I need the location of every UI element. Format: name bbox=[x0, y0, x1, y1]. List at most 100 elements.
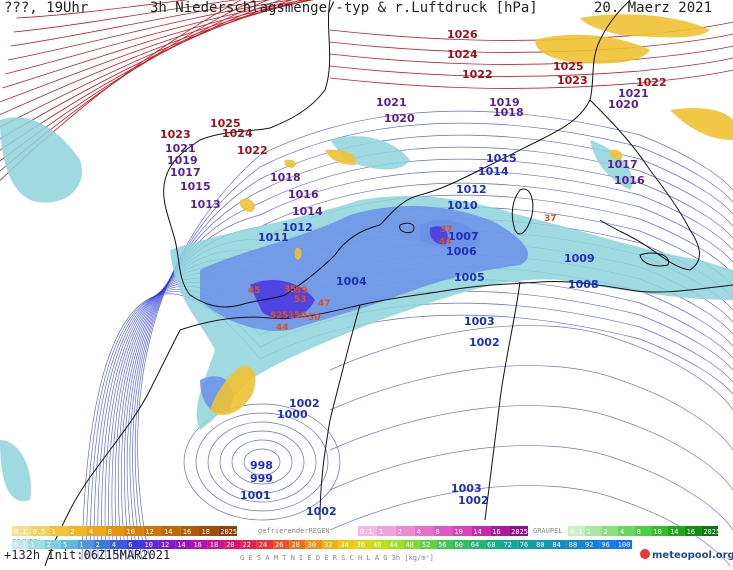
isobar-label: 1019 bbox=[167, 154, 198, 167]
isobar-label: 1017 bbox=[170, 166, 201, 179]
rain-legend-swatch bbox=[436, 540, 453, 549]
isobar-red bbox=[16, 0, 189, 19]
isobar-low-ring bbox=[219, 430, 305, 494]
isobar-red bbox=[13, 0, 238, 33]
rain-legend-tick: 76 bbox=[520, 541, 528, 549]
snow-area bbox=[609, 149, 623, 160]
isobar-label: 1014 bbox=[478, 165, 509, 178]
rain-legend-tick: 60 bbox=[455, 541, 463, 549]
freezing-rain-legend-tick: 0.1 bbox=[360, 528, 373, 536]
light-rain-area bbox=[590, 140, 633, 190]
rain-legend-swatch bbox=[273, 540, 290, 549]
isobar-label: 1003 bbox=[464, 315, 495, 328]
rain-legend-swatch bbox=[28, 540, 45, 549]
isobar-blue bbox=[134, 122, 733, 561]
graupel-legend-swatch bbox=[618, 526, 635, 536]
snow-legend-tick: 8 bbox=[108, 528, 112, 536]
rain-legend-swatch bbox=[289, 540, 306, 549]
rain-legend-tick: 0.1 bbox=[14, 541, 27, 549]
rain-legend-swatch bbox=[109, 540, 127, 549]
graupel-legend-tick: 2 bbox=[603, 528, 607, 536]
isobar-label: 1021 bbox=[618, 87, 649, 100]
isobar-label: 1008 bbox=[568, 278, 599, 291]
snow-area bbox=[325, 149, 356, 165]
rain-legend-swatch bbox=[566, 540, 584, 549]
brand-logo[interactable]: meteopool.org bbox=[640, 549, 733, 561]
rain-legend-tick: 5 bbox=[63, 541, 67, 549]
rain-legend-tick: 56 bbox=[438, 541, 446, 549]
isobar-red bbox=[2, 0, 314, 89]
precip-value: 50 bbox=[308, 313, 321, 323]
isobar-blue bbox=[81, 293, 733, 561]
isobar-label: 1023 bbox=[557, 74, 588, 87]
isobar-label: 1020 bbox=[608, 98, 639, 111]
rain-legend-swatch bbox=[158, 540, 176, 549]
rain-legend-swatch bbox=[599, 540, 616, 549]
graupel-legend-swatch bbox=[601, 526, 618, 536]
freezing-rain-legend-tick: 10 bbox=[454, 528, 462, 536]
rain-legend-swatch bbox=[77, 540, 94, 549]
snow-legend-tick: 0.5 bbox=[33, 528, 46, 536]
isobar-low-ring bbox=[195, 412, 329, 512]
snow-area bbox=[210, 366, 256, 415]
graupel-legend-swatch bbox=[701, 526, 718, 536]
isobar-label: 1017 bbox=[607, 158, 638, 171]
freezing-rain-legend-tick: 1 bbox=[379, 528, 383, 536]
rain-legend-tick: 1 bbox=[79, 541, 83, 549]
isobar-label: 1012 bbox=[282, 221, 313, 234]
snow-legend-swatch bbox=[12, 526, 31, 536]
isobar-label: 1020 bbox=[384, 112, 415, 125]
graupel-legend-tick: 4 bbox=[620, 528, 624, 536]
freezing-rain-legend-swatch bbox=[509, 526, 528, 536]
isobar-label: 1001 bbox=[240, 489, 271, 502]
rain-legend-swatch bbox=[305, 540, 322, 549]
rain-legend-swatch bbox=[175, 540, 192, 549]
isobar-label: 1012 bbox=[456, 183, 487, 196]
rain-legend-tick: 4 bbox=[112, 541, 116, 549]
rain-legend-swatch bbox=[517, 540, 535, 549]
coastlines bbox=[44, 0, 733, 567]
isobar-label: 1002 bbox=[306, 505, 337, 518]
rain-legend-swatch bbox=[322, 540, 339, 549]
isobar-label: 1014 bbox=[292, 205, 323, 218]
isobar-label: 999 bbox=[250, 472, 273, 485]
rain-legend-tick: 40 bbox=[373, 541, 381, 549]
rain-legend-tick: 10 bbox=[145, 541, 153, 549]
coastline bbox=[589, 99, 700, 271]
rain-legend-swatch bbox=[191, 540, 208, 549]
graupel-legend-swatch bbox=[584, 526, 602, 536]
rain-legend-tick: 2 bbox=[96, 541, 100, 549]
isobar-label: 1024 bbox=[447, 48, 478, 61]
map-title: 3h Niederschlagsmenge/-typ & r.Luftdruck… bbox=[150, 0, 538, 16]
isobar-label: 1025 bbox=[553, 60, 584, 73]
rain-legend-swatch bbox=[370, 540, 388, 549]
precip-value: 37 bbox=[544, 214, 557, 224]
rain-legend-swatch bbox=[240, 540, 257, 549]
rain-legend-swatch bbox=[256, 540, 274, 549]
isobar-red bbox=[329, 57, 733, 77]
freezing-rain-legend-tick: 14 bbox=[473, 528, 481, 536]
isobar-red bbox=[329, 69, 733, 89]
freezing-rain-legend-swatch bbox=[433, 526, 453, 536]
rain-legend-tick: 72 bbox=[503, 541, 511, 549]
isobar-label: 1004 bbox=[336, 275, 367, 288]
rain-legend-tick: 22 bbox=[242, 541, 250, 549]
rain-legend-tick: 6 bbox=[128, 541, 132, 549]
run-info: +132h Init:06Z15MAR2021 bbox=[4, 548, 171, 562]
coastline bbox=[163, 0, 381, 308]
snow-area bbox=[294, 247, 302, 260]
brand-text: meteopool.org bbox=[652, 550, 733, 561]
precip-value: 47 bbox=[318, 299, 331, 309]
snow-legend-tick: 10 bbox=[127, 528, 135, 536]
rain-legend-tick: 14 bbox=[177, 541, 185, 549]
isobar-label: 1002 bbox=[289, 397, 320, 410]
coastline bbox=[484, 281, 521, 521]
snow-legend-swatch bbox=[143, 526, 162, 536]
graupel-legend-tick: 0.1 bbox=[570, 528, 583, 536]
snow-area bbox=[670, 108, 733, 140]
legend: 0.10.5124810121416182025+SCHNEE0.1124810… bbox=[12, 526, 724, 562]
freezing-rain-legend-swatch bbox=[358, 526, 377, 536]
freezing-rain-legend-swatch bbox=[490, 526, 510, 536]
